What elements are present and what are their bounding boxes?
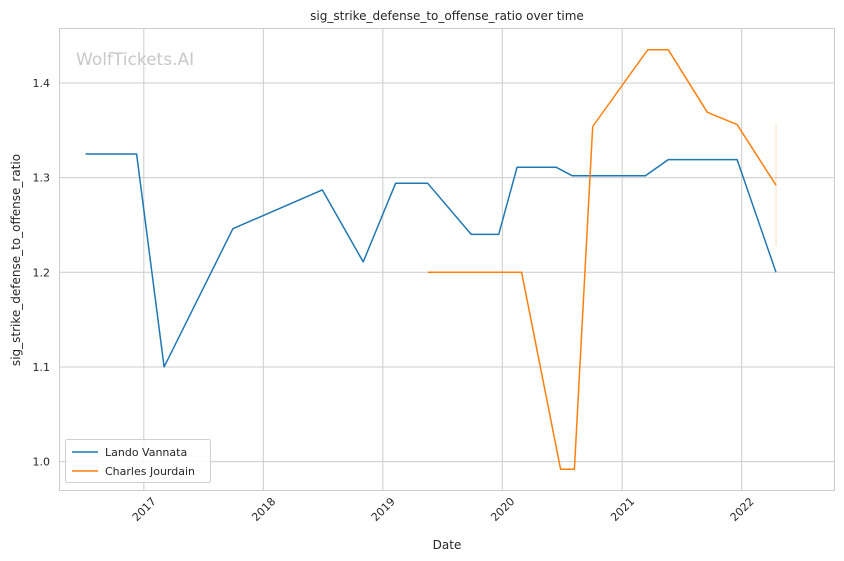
chart-title: sig_strike_defense_to_offense_ratio over… <box>310 9 584 23</box>
x-axis-label: Date <box>433 538 462 552</box>
legend: Lando Vannata Charles Jourdain <box>65 439 211 483</box>
series-line-lando-vannata <box>85 153 777 368</box>
x-tick-label: 2019 <box>369 495 398 524</box>
y-axis-label: sig_strike_defense_to_offense_ratio <box>9 154 23 366</box>
series-line-charles-jourdain <box>427 49 777 470</box>
x-tick-label: 2020 <box>488 495 517 524</box>
x-tick-label: 2021 <box>608 495 637 524</box>
watermark: WolfTickets.AI <box>76 50 194 70</box>
x-tick-labels: 2017 2018 2019 2020 2021 2022 <box>130 495 757 524</box>
x-tick-label: 2022 <box>728 495 757 524</box>
legend-label-charles-jourdain: Charles Jourdain <box>105 465 195 478</box>
y-tick-labels: 1.0 1.1 1.2 1.3 1.4 <box>33 77 51 469</box>
y-tick-label: 1.4 <box>33 77 51 90</box>
legend-label-lando-vannata: Lando Vannata <box>105 446 187 459</box>
x-tick-label: 2018 <box>249 495 278 524</box>
x-tick-label: 2017 <box>130 495 159 524</box>
legend-box <box>65 439 211 483</box>
plot-area <box>59 28 835 491</box>
y-tick-label: 1.1 <box>33 361 51 374</box>
series-lines <box>85 49 777 470</box>
y-tick-label: 1.0 <box>33 456 51 469</box>
y-tick-label: 1.2 <box>33 266 51 279</box>
y-tick-label: 1.3 <box>33 172 51 185</box>
